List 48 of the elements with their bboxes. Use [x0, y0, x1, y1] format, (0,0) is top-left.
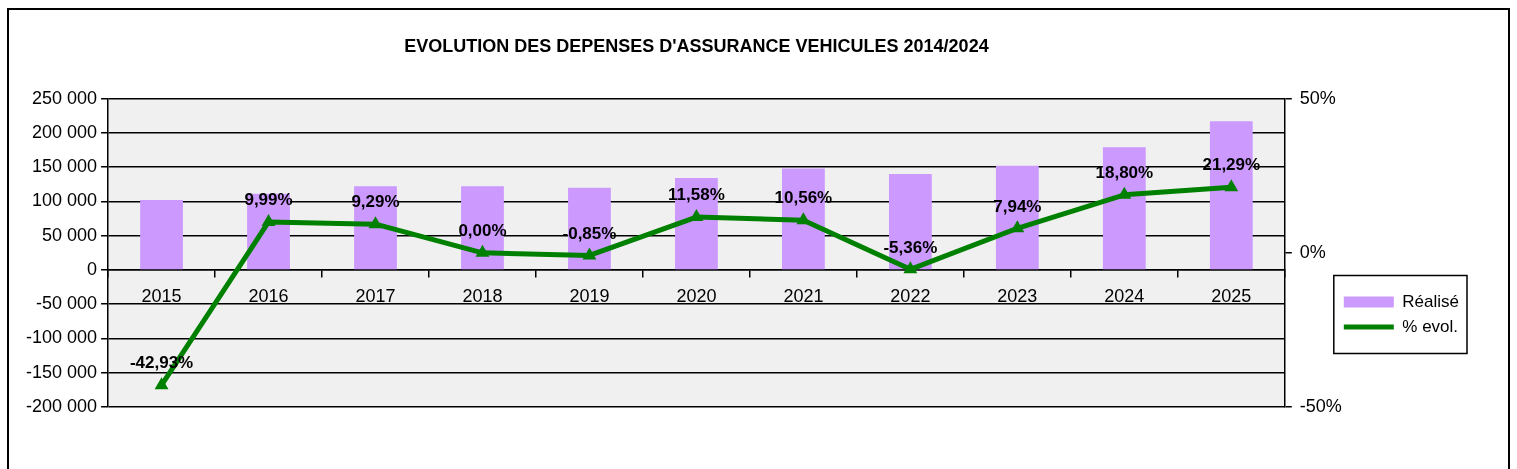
chart-title: EVOLUTION DES DEPENSES D'ASSURANCE VEHICULES 2014/2024	[404, 35, 989, 56]
point	[261, 213, 276, 226]
y-tick-label: 0	[87, 258, 98, 279]
x-tick-label: 2021	[783, 285, 824, 306]
y-tick-label: 150 000	[31, 156, 98, 177]
point	[368, 216, 383, 229]
y2-tick-label: 0%	[1299, 241, 1326, 262]
y-tick-label: -50 000	[36, 293, 98, 314]
y-tick-label: -150 000	[26, 361, 98, 382]
data-label: 21,29%	[1202, 155, 1261, 175]
data-label: 9,99%	[244, 190, 293, 210]
y-tick-label: 50 000	[42, 224, 98, 245]
data-label: -5,36%	[883, 237, 938, 257]
y-tick-label: 250 000	[31, 87, 98, 108]
x-tick-label: 2015	[141, 285, 182, 306]
data-label: 0,00%	[458, 220, 507, 240]
x-tick-label: 2025	[1211, 285, 1252, 306]
y-tick-label: 200 000	[31, 121, 98, 142]
data-label: -0,85%	[562, 223, 617, 243]
y2-tick-label: 50%	[1299, 87, 1336, 108]
data-label: 7,94%	[993, 196, 1042, 216]
point	[1117, 186, 1132, 199]
point	[582, 247, 597, 260]
bar	[995, 165, 1039, 270]
x-tick-label: 2023	[997, 285, 1038, 306]
point	[154, 377, 169, 390]
point	[1010, 220, 1025, 233]
x-tick-label: 2024	[1104, 285, 1145, 306]
x-tick-label: 2016	[248, 285, 289, 306]
x-tick-label: 2017	[355, 285, 396, 306]
legend-label: % evol.	[1402, 316, 1459, 336]
x-tick-label: 2020	[676, 285, 717, 306]
x-tick-label: 2022	[890, 285, 931, 306]
data-label: 9,29%	[351, 192, 400, 212]
y2-tick-label: -50%	[1299, 395, 1342, 416]
legend-label: Réalisé	[1402, 291, 1460, 311]
y-tick-label: 100 000	[31, 190, 98, 211]
bar	[140, 200, 183, 270]
data-label: 18,80%	[1095, 163, 1154, 183]
data-label: 10,56%	[774, 188, 833, 208]
point	[475, 244, 490, 257]
point	[1224, 179, 1239, 192]
y-tick-label: -200 000	[26, 395, 98, 416]
x-tick-label: 2019	[569, 285, 610, 306]
data-label: 11,58%	[668, 185, 725, 205]
point	[903, 261, 918, 274]
y-tick-label: -100 000	[26, 327, 98, 348]
x-tick-label: 2018	[462, 285, 503, 306]
